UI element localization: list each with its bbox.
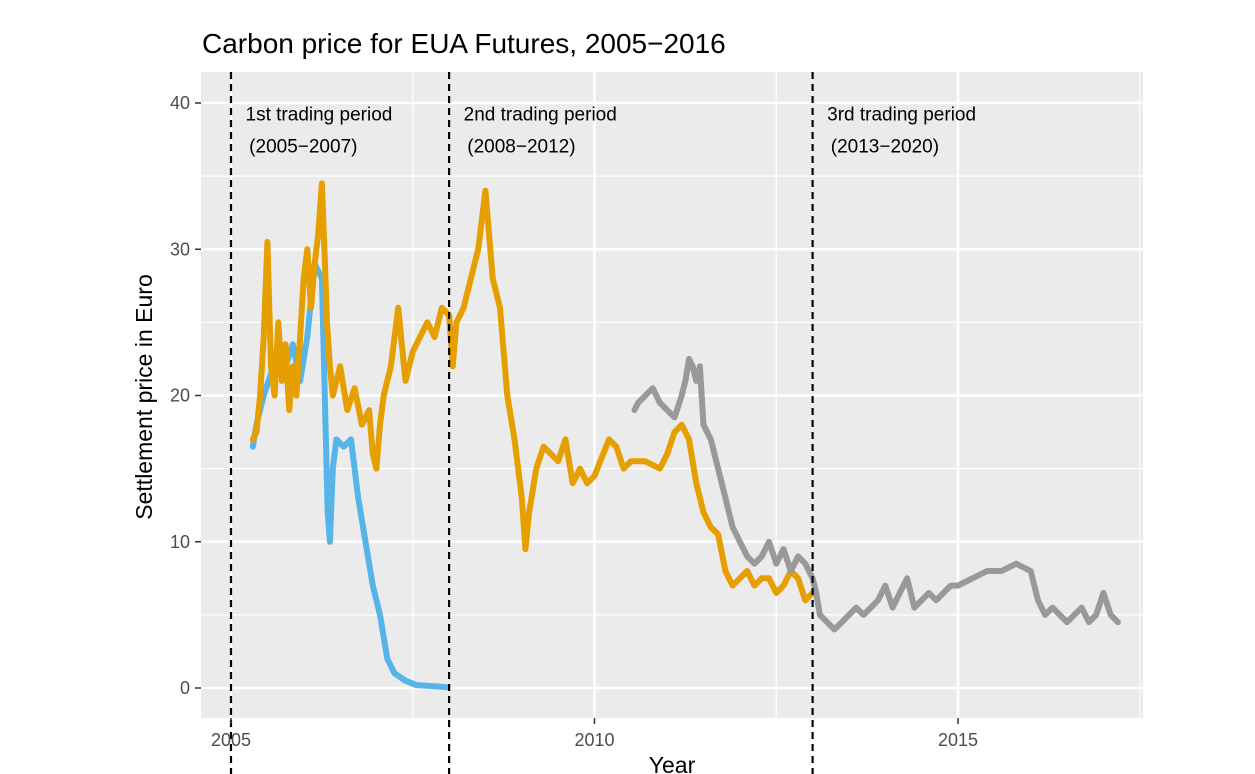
y-axis-title: Settlement price in Euro [131,274,157,519]
y-tick-label: 20 [170,386,190,406]
y-tick-label: 0 [180,678,190,698]
chart-title: Carbon price for EUA Futures, 2005−2016 [202,28,726,59]
annotation-label: (2013−2020) [831,137,939,158]
y-tick-label: 10 [170,532,190,552]
annotation-label: (2005−2007) [249,137,357,158]
annotation-label: 2nd trading period [464,105,617,126]
x-tick-label: 2005 [211,730,251,750]
period-dividers [229,72,814,774]
x-tick-label: 2010 [574,730,614,750]
axes: 0 10 20 30 40 2005 2010 2015 [170,93,978,750]
x-axis-title: Year [649,752,696,774]
y-tick-label: 40 [170,93,190,113]
series-line-3 [631,355,1121,633]
y-tick-label: 30 [170,239,190,259]
series-layer [249,180,1121,691]
series-line-2 [249,180,816,604]
annotation-label: (2008−2012) [467,137,575,158]
annotation-label: 1st trading period [246,105,393,126]
x-tick-label: 2015 [938,730,978,750]
annotation-label: 3rd trading period [827,105,976,126]
annotations: 1st trading period (2005−2007) 2nd trading… [246,105,977,158]
